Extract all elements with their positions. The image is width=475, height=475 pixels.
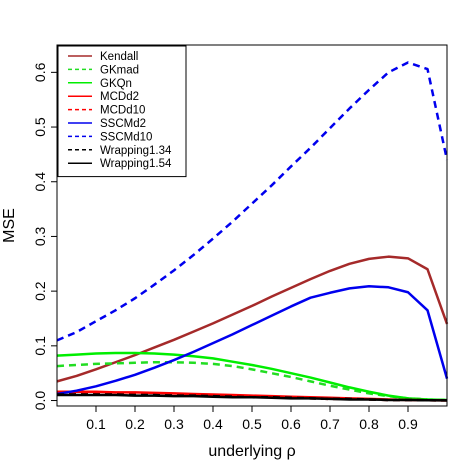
x-tick-label: 0.3	[164, 416, 184, 432]
y-tick-label: 0.0	[32, 391, 48, 411]
x-tick-label: 0.9	[398, 416, 418, 432]
legend-label: MCDd10	[100, 105, 145, 117]
x-axis-label: underlying ρ	[208, 443, 295, 460]
series-line-sscmd10	[56, 61, 449, 342]
series-line-kendall	[56, 255, 449, 383]
series-layer	[56, 61, 449, 402]
series-line-wrapping1-54	[57, 393, 448, 402]
y-tick-label: 0.4	[32, 172, 48, 192]
legend-label: Wrapping1.54	[100, 158, 172, 170]
y-tick-label: 0.3	[32, 226, 48, 246]
y-axis-label: MSE	[1, 208, 18, 243]
legend-label: Wrapping1.34	[100, 145, 172, 157]
legend-box	[57, 45, 187, 178]
y-tick-label: 0.5	[32, 117, 48, 137]
legend-label: SSCMd2	[100, 118, 146, 130]
x-axis: 0.1 0.2 0.3 0.4 0.5 0.6 0.7 0.8 0.9	[86, 406, 418, 432]
x-tick-label: 0.2	[125, 416, 145, 432]
x-tick-label: 0.5	[242, 416, 262, 432]
legend-label: GKQn	[100, 78, 132, 90]
y-axis: 0.0 0.1 0.2 0.3 0.4 0.5 0.6	[32, 62, 57, 410]
series-line-sscmd2	[56, 284, 449, 396]
legend-label: GKmad	[100, 64, 139, 76]
x-tick-label: 0.6	[281, 416, 301, 432]
y-tick-label: 0.6	[32, 62, 48, 82]
y-tick-label: 0.2	[32, 281, 48, 301]
x-tick-label: 0.4	[203, 416, 223, 432]
x-tick-label: 0.8	[359, 416, 379, 432]
legend-label: Kendall	[100, 51, 138, 63]
legend-label: MCDd2	[100, 91, 139, 103]
legend-label: SSCMd10	[100, 131, 152, 143]
y-tick-label: 0.1	[32, 336, 48, 356]
x-tick-label: 0.1	[86, 416, 106, 432]
series-line-gkqn	[56, 351, 448, 402]
x-tick-label: 0.7	[320, 416, 340, 432]
